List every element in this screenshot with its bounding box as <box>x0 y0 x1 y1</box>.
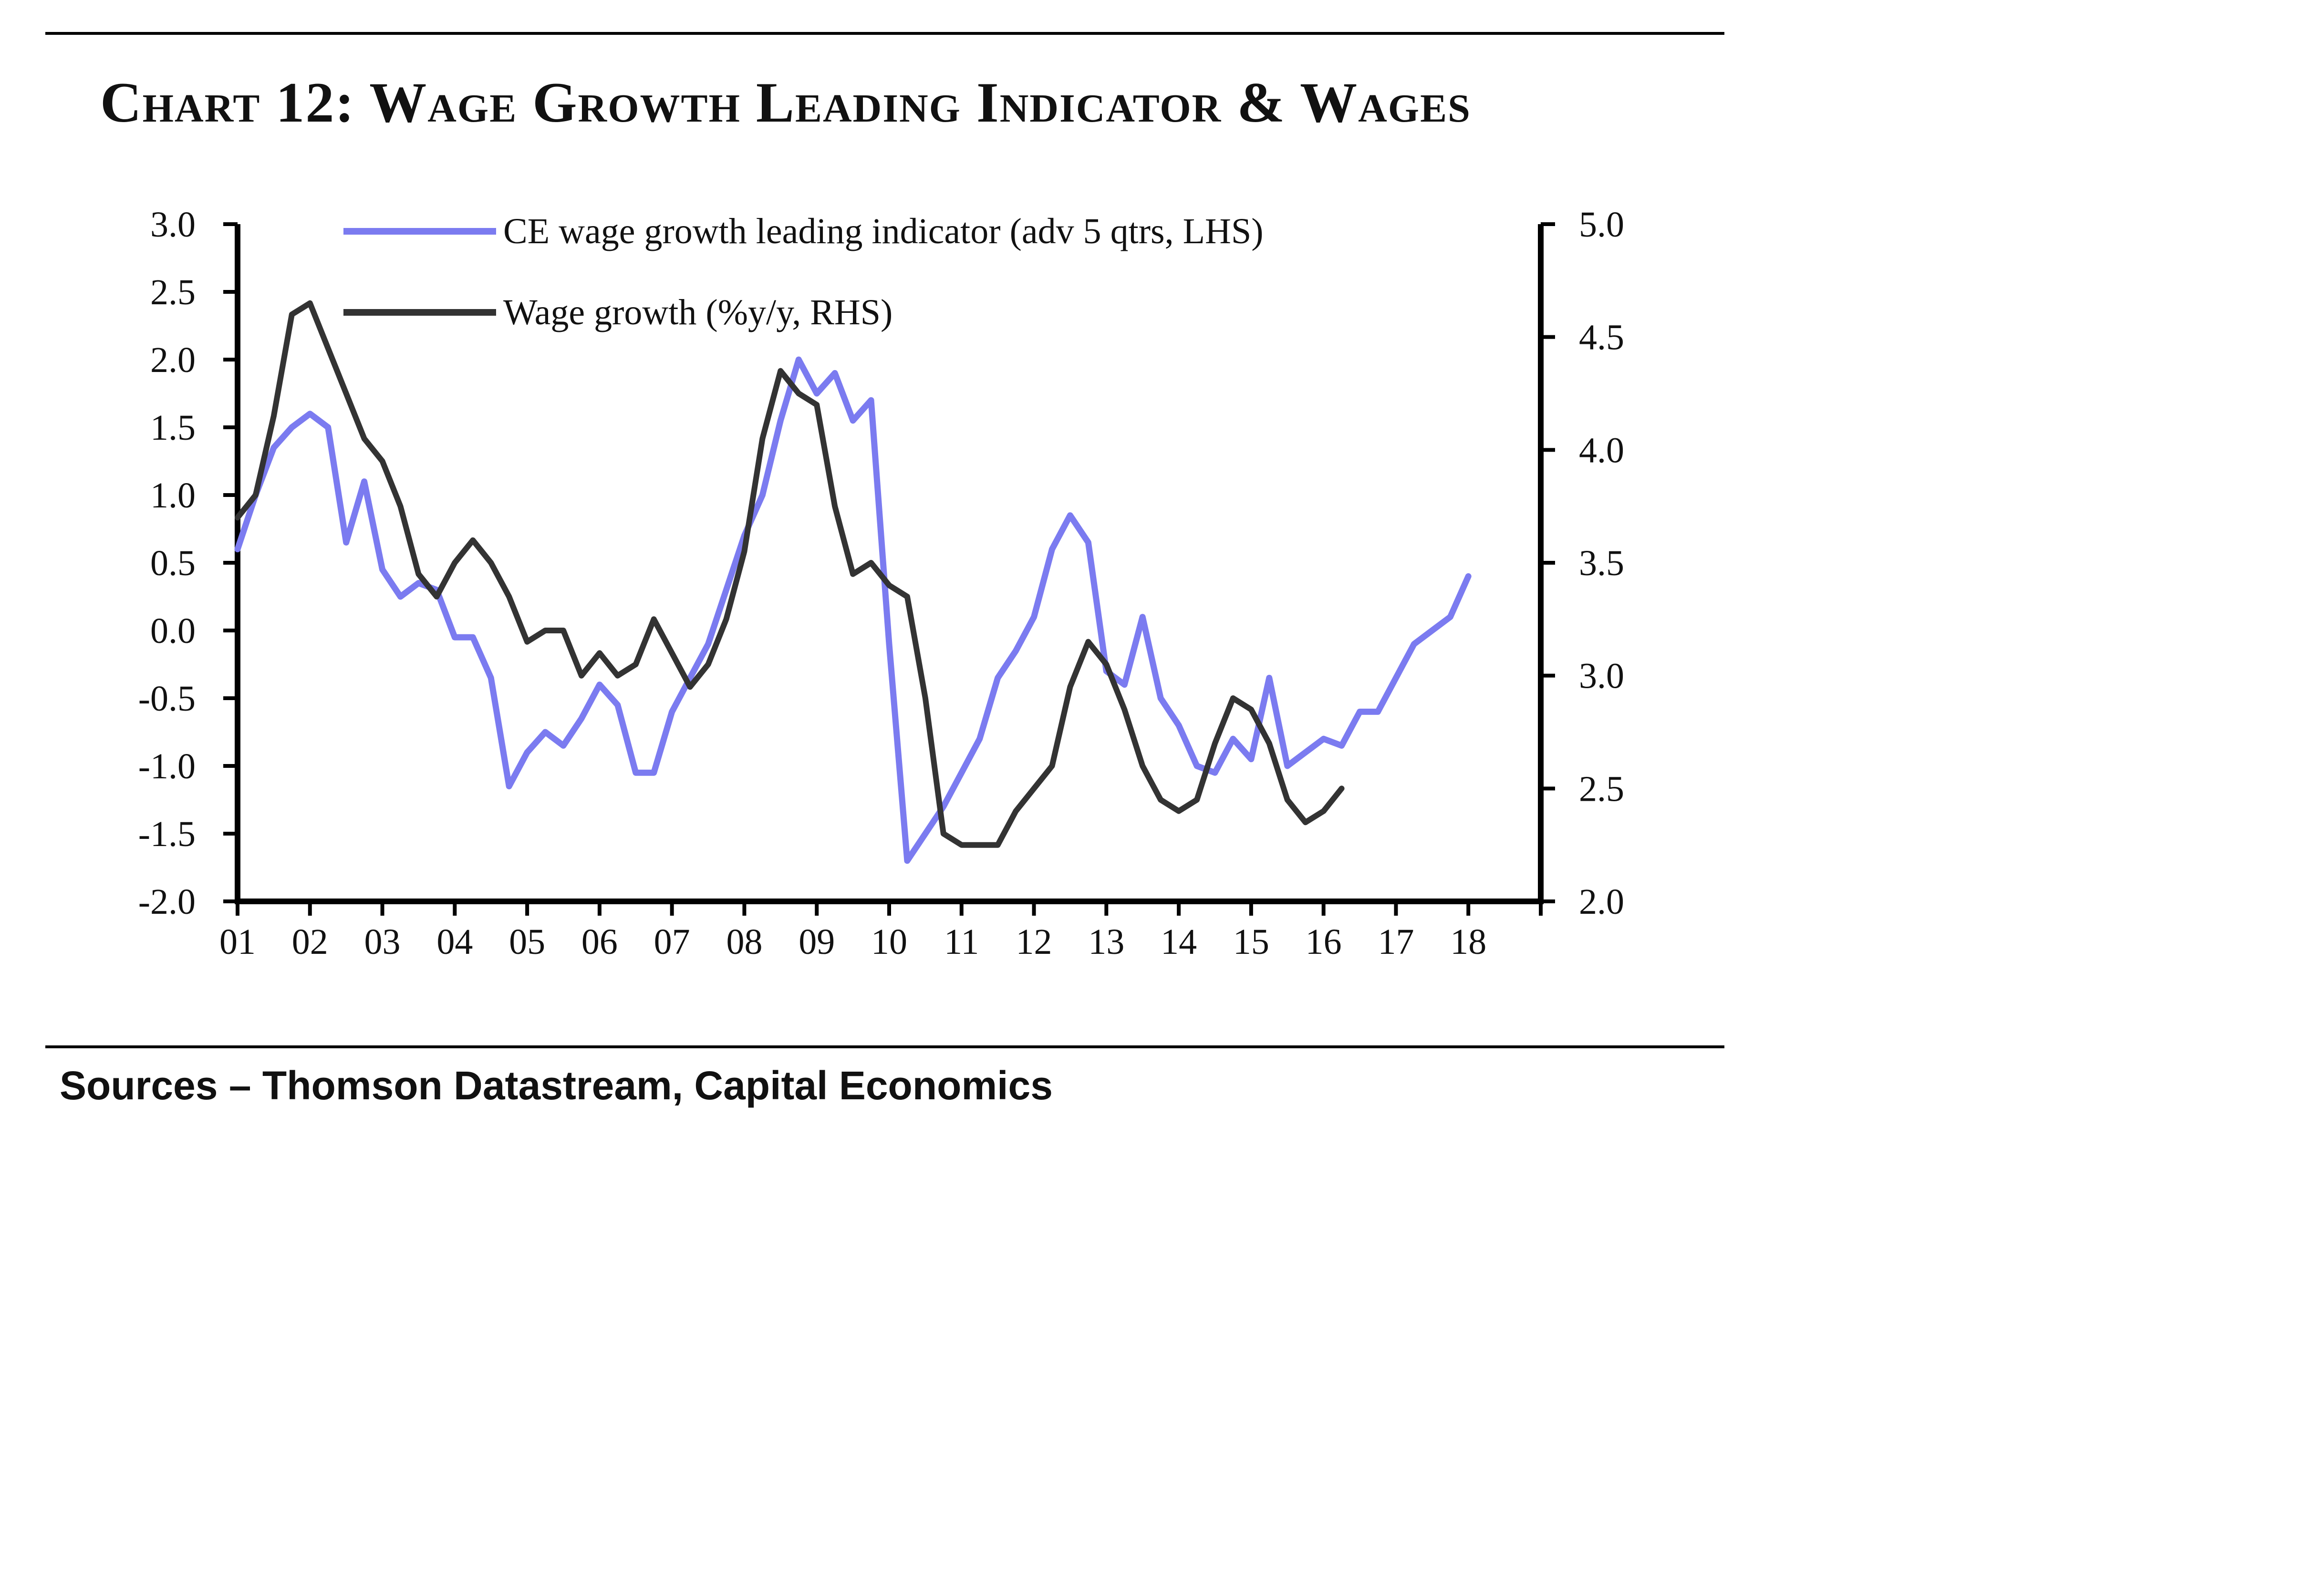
x-tick-label: 14 <box>1161 922 1197 962</box>
legend-label-indicator: CE wage growth leading indicator (adv 5 … <box>503 211 1264 251</box>
left-tick-label: 0.0 <box>150 611 196 651</box>
left-tick-label: 3.0 <box>150 205 196 245</box>
left-tick-label: 2.5 <box>150 272 196 312</box>
x-tick-label: 09 <box>799 922 835 962</box>
x-tick-label: 05 <box>509 922 545 962</box>
x-tick-label: 11 <box>944 922 979 962</box>
series-line-wage-growth <box>235 300 1345 848</box>
left-axis-ticks: 3.0 2.5 2.0 1.5 1.0 0.5 0.0 -0.5 -1.0 -1.5 -2.0 <box>138 205 238 922</box>
x-tick-label: 18 <box>1450 922 1486 962</box>
x-tick-label: 07 <box>654 922 690 962</box>
series-layer <box>234 300 1472 864</box>
right-tick-label: 5.0 <box>1579 205 1624 245</box>
left-tick-label: 1.0 <box>150 475 196 516</box>
right-axis-ticks: 5.0 4.5 4.0 3.5 3.0 2.5 2.0 <box>1541 205 1624 922</box>
x-tick-label: 13 <box>1088 922 1124 962</box>
x-tick-label: 12 <box>1016 922 1052 962</box>
x-tick-label: 17 <box>1378 922 1414 962</box>
chart-title: Chart 12: Wage Growth Leading Indicator … <box>100 71 1471 134</box>
right-tick-label: 3.0 <box>1579 656 1624 696</box>
x-tick-label: 15 <box>1233 922 1269 962</box>
x-tick-label: 01 <box>219 922 256 962</box>
source-note: Sources – Thomson Datastream, Capital Ec… <box>60 1063 1053 1108</box>
x-tick-label: 06 <box>581 922 618 962</box>
left-tick-label: -0.5 <box>138 679 196 719</box>
right-tick-label: 4.5 <box>1579 318 1624 358</box>
right-tick-label: 2.0 <box>1579 882 1624 922</box>
legend: CE wage growth leading indicator (adv 5 … <box>343 211 1264 332</box>
right-tick-label: 4.0 <box>1579 430 1624 470</box>
x-tick-label: 04 <box>436 922 473 962</box>
right-tick-label: 2.5 <box>1579 769 1624 809</box>
legend-label-wages: Wage growth (%y/y, RHS) <box>503 292 892 332</box>
left-tick-label: -2.0 <box>138 882 196 922</box>
right-tick-label: 3.5 <box>1579 543 1624 583</box>
left-tick-label: 0.5 <box>150 543 196 583</box>
left-tick-label: -1.0 <box>138 746 196 786</box>
x-axis-ticks: 01 02 03 04 05 06 07 08 09 10 11 12 13 14 15 16 17 18 <box>219 901 1543 962</box>
x-tick-label: 03 <box>364 922 401 962</box>
x-tick-label: 02 <box>292 922 328 962</box>
x-tick-label: 10 <box>871 922 907 962</box>
left-tick-label: 1.5 <box>150 408 196 448</box>
left-tick-label: -1.5 <box>138 814 196 854</box>
x-tick-label: 08 <box>726 922 762 962</box>
left-tick-label: 2.0 <box>150 340 196 380</box>
x-tick-label: 16 <box>1306 922 1342 962</box>
series-line-leading-indicator <box>234 356 1472 864</box>
